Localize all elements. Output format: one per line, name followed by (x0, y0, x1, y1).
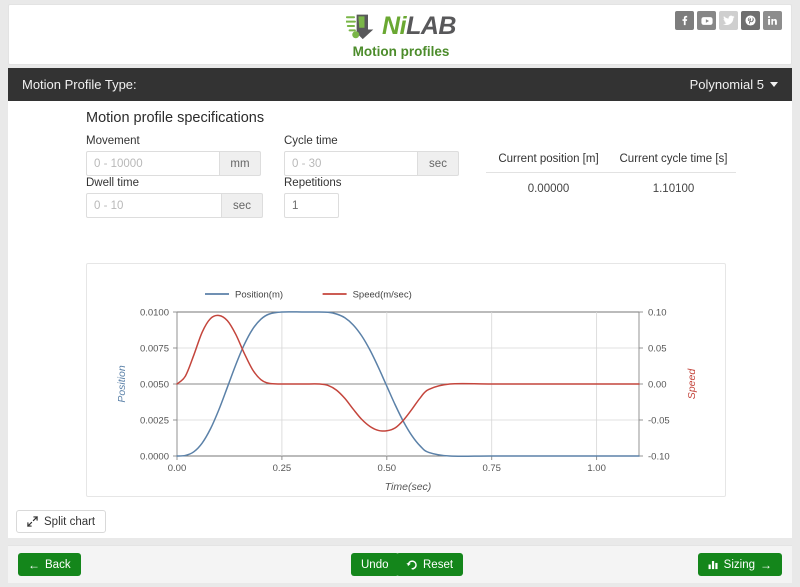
svg-text:0.05: 0.05 (648, 344, 667, 355)
movement-input-group: 0 - 10000 mm (86, 151, 261, 176)
specs-heading: Motion profile specifications (86, 110, 265, 126)
back-button[interactable]: Back (18, 553, 81, 576)
cycle-time-label: Cycle time (284, 135, 338, 147)
svg-text:Speed(m/sec): Speed(m/sec) (353, 290, 412, 301)
youtube-icon[interactable] (697, 11, 716, 30)
svg-text:-0.10: -0.10 (648, 452, 670, 463)
nilab-arrow-logo-icon (346, 14, 374, 40)
motion-profile-type-label: Motion Profile Type: (22, 77, 137, 92)
repetitions-input-group: 1 (284, 193, 339, 218)
movement-unit-addon: mm (220, 151, 261, 176)
repetitions-input[interactable]: 1 (284, 193, 339, 218)
expand-arrows-icon (27, 516, 38, 527)
brand-letter-n: N (382, 11, 400, 40)
motion-profile-chart: 0.0000 0.0025 0.0050 0.0075 0.0100 -0.10 -0.0… (86, 263, 726, 497)
svg-text:-0.05: -0.05 (648, 416, 670, 427)
chart-x-axis-label: Time(sec) (385, 481, 432, 493)
movement-input[interactable]: 0 - 10000 (86, 151, 220, 176)
movement-field-group: Movement 0 - 10000 mm (86, 135, 261, 176)
split-chart-label: Split chart (44, 515, 96, 528)
back-label: Back (45, 558, 71, 571)
dwell-time-input-group: 0 - 10 sec (86, 193, 263, 218)
table-row: 0.00000 1.10100 (486, 173, 736, 195)
cycle-time-input[interactable]: 0 - 30 (284, 151, 418, 176)
svg-text:0.00: 0.00 (168, 463, 187, 474)
motion-profile-type-value: Polynomial 5 (689, 77, 764, 92)
chart-y2-axis-label: Speed (686, 368, 698, 400)
repetitions-field-group: Repetitions 1 (284, 177, 342, 218)
repetitions-label: Repetitions (284, 177, 342, 189)
linkedin-icon[interactable] (763, 11, 782, 30)
chart-y-axis-label: Position (116, 365, 128, 403)
chart-series-paths (176, 311, 640, 458)
cycle-time-input-group: 0 - 30 sec (284, 151, 459, 176)
chart-y-ticklabels: 0.0000 0.0025 0.0050 0.0075 0.0100 (140, 308, 177, 463)
svg-text:0.0050: 0.0050 (140, 380, 169, 391)
chart-y2-ticklabels: -0.10 -0.05 0.00 0.05 0.10 (639, 308, 670, 463)
brand-letters-lab: LAB (406, 11, 456, 40)
value-current-position: 0.00000 (527, 183, 570, 195)
undo-label: Undo (361, 558, 389, 571)
motion-profile-type-bar: Motion Profile Type: Polynomial 5 (8, 68, 792, 101)
svg-text:0.0075: 0.0075 (140, 344, 169, 355)
dwell-time-unit-addon: sec (222, 193, 263, 218)
header-current-cycle-time: Current cycle time [s] (619, 153, 728, 165)
value-current-cycle-time: 1.10100 (652, 183, 695, 195)
table-header-row: Current position [m] Current cycle time … (486, 153, 736, 173)
split-chart-button[interactable]: Split chart (16, 510, 107, 533)
chevron-down-icon (770, 82, 778, 87)
twitter-icon[interactable] (719, 11, 738, 30)
brand-letter-i: i (399, 11, 407, 40)
dwell-time-label: Dwell time (86, 177, 140, 189)
current-values-table: Current position [m] Current cycle time … (486, 153, 736, 195)
motion-profile-type-dropdown[interactable]: Polynomial 5 (690, 77, 778, 92)
cycle-time-field-group: Cycle time 0 - 30 sec (284, 135, 459, 176)
svg-text:0.0100: 0.0100 (140, 308, 169, 319)
svg-text:0.0025: 0.0025 (140, 416, 169, 427)
arrow-right-icon (760, 558, 772, 572)
svg-text:0.50: 0.50 (378, 463, 397, 474)
cycle-time-unit-addon: sec (418, 151, 459, 176)
svg-text:0.10: 0.10 (648, 308, 667, 319)
undo-arrow-icon (406, 560, 417, 570)
chart-x-ticklabels: 0.00 0.25 0.50 0.75 1.00 (168, 456, 606, 474)
sizing-button[interactable]: Sizing (697, 553, 782, 576)
bottom-action-bar: Back Undo Reset Sizing (8, 545, 792, 583)
main-panel: Motion profile specifications Movement 0… (8, 101, 792, 538)
svg-text:1.00: 1.00 (587, 463, 606, 474)
svg-text:Position(m): Position(m) (235, 290, 283, 301)
reset-button[interactable]: Reset (396, 553, 464, 576)
chart-svg: 0.0000 0.0025 0.0050 0.0075 0.0100 -0.10 -0.0… (116, 290, 698, 494)
social-links (675, 11, 782, 30)
header-current-position: Current position [m] (498, 153, 599, 165)
arrow-left-icon (28, 558, 40, 572)
bar-chart-icon (708, 561, 718, 570)
svg-text:0.25: 0.25 (273, 463, 292, 474)
chart-legend: Position(m) Speed(m/sec) (205, 290, 412, 301)
svg-text:0.00: 0.00 (648, 380, 667, 391)
pinterest-icon[interactable] (741, 11, 760, 30)
reset-label: Reset (423, 558, 454, 571)
svg-text:0.0000: 0.0000 (140, 452, 169, 463)
dwell-time-field-group: Dwell time 0 - 10 sec (86, 177, 263, 218)
sizing-label: Sizing (723, 558, 755, 571)
svg-text:0.75: 0.75 (482, 463, 501, 474)
undo-button[interactable]: Undo (351, 553, 399, 576)
facebook-icon[interactable] (675, 11, 694, 30)
movement-label: Movement (86, 135, 140, 147)
page-title: Motion profiles (352, 44, 450, 59)
dwell-time-input[interactable]: 0 - 10 (86, 193, 222, 218)
